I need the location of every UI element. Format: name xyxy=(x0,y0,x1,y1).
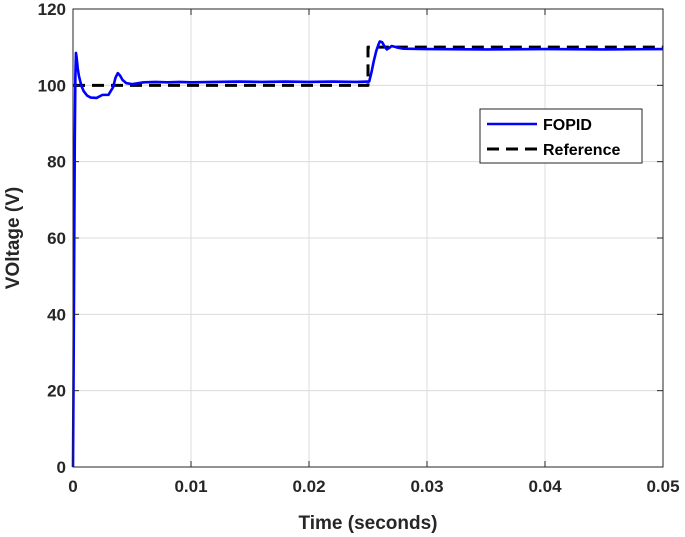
y-tick-label: 120 xyxy=(38,0,66,19)
x-tick-label: 0.05 xyxy=(646,477,679,496)
legend-box xyxy=(479,108,643,164)
legend-label-fopid: FOPID xyxy=(543,117,592,134)
y-axis-label: VOltage (V) xyxy=(3,187,24,289)
y-tick-label: 80 xyxy=(47,153,66,172)
x-tick-label: 0.03 xyxy=(410,477,443,496)
x-tick-label: 0 xyxy=(68,477,77,496)
x-tick-label: 0.01 xyxy=(174,477,207,496)
legend: FOPID Reference xyxy=(479,108,643,164)
y-tick-label: 20 xyxy=(47,382,66,401)
series-line-reference xyxy=(73,45,663,87)
y-tick-label: 0 xyxy=(57,458,66,477)
y-tick-label: 100 xyxy=(38,76,66,95)
y-tick-label: 40 xyxy=(47,305,66,324)
ticks xyxy=(72,8,664,468)
x-tick-label: 0.04 xyxy=(528,477,562,496)
x-tick-label: 0.02 xyxy=(292,477,325,496)
x-axis-label: Time (seconds) xyxy=(298,513,437,534)
series-line-fopid xyxy=(71,40,664,468)
tick-labels: 0 0.01 0.02 0.03 0.04 0.05 0 20 40 60 80 100 120 xyxy=(38,0,680,496)
series-layer xyxy=(71,40,664,468)
legend-label-reference: Reference xyxy=(543,142,620,159)
y-tick-label: 60 xyxy=(47,229,66,248)
